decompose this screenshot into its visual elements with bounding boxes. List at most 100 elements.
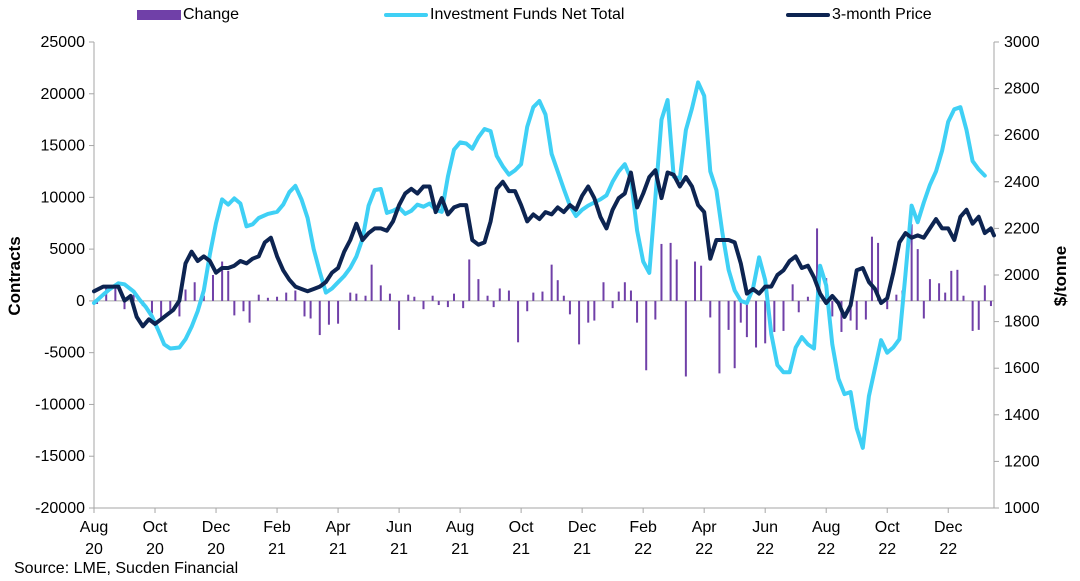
change-bar [233,300,236,316]
change-bar [123,300,126,310]
y-right-tick-label: 2400 [1004,174,1040,191]
x-tick-label-year: 21 [390,541,408,558]
x-tick-label-month: Apr [692,519,718,536]
y-axis-right-title: $/tonne [1051,246,1070,306]
change-bar [349,292,352,301]
x-tick-label-month: Apr [326,519,352,536]
tick-labels: 25000 20000 15000 10000 5000 0 -5000 -10000 -150… [35,34,1040,558]
x-tick-label-year: 20 [146,541,164,558]
change-bar [944,292,947,301]
change-bar [727,300,730,330]
change-bar [629,290,632,301]
change-bar [562,295,565,301]
change-bar [169,300,172,311]
change-bar [285,292,288,301]
change-bar [864,300,867,320]
change-bar [718,300,721,374]
change-bar [733,300,736,369]
change-bar [950,270,953,301]
change-bar [611,300,614,309]
change-bar [532,292,535,301]
legend-label-funds: Investment Funds Net Total [430,6,625,23]
y-right-tick-label: 3000 [1004,34,1040,51]
change-bar [193,282,196,301]
change-bar [831,300,834,317]
change-bar [398,300,401,330]
change-bar [709,300,712,318]
y-left-tick-label: -5000 [44,345,85,362]
x-tick-label-month: Aug [80,519,108,536]
change-bar [782,300,785,331]
y-left-tick-label: -15000 [35,448,85,465]
change-bar [556,280,559,301]
legend-label-change: Change [183,6,240,23]
x-tick-label-year: 21 [268,541,286,558]
x-tick-label-month: Oct [875,519,900,536]
change-bar [462,300,465,309]
y-left-tick-label: -10000 [35,396,85,413]
change-bar [773,300,776,332]
change-bar [202,295,205,301]
x-tick-label-month: Dec [568,519,596,536]
change-bar [855,300,858,330]
change-bar [962,295,965,301]
x-tick-label-month: Feb [629,519,657,536]
legend-item-change: Change [137,6,239,24]
change-bar [517,300,520,343]
change-bar [221,261,224,301]
x-tick-label-month: Oct [509,519,534,536]
change-bar [318,300,321,336]
change-bar [337,300,340,324]
x-tick-label-year: 21 [329,541,347,558]
change-bar [211,275,214,301]
x-tick-label-year: 21 [573,541,591,558]
change-bar [816,228,819,301]
change-bar [617,291,620,301]
source-note: Source: LME, Sucden Financial [14,560,239,577]
x-tick-label-year: 21 [451,541,469,558]
change-bar [739,300,742,323]
x-tick-label-year: 22 [817,541,835,558]
change-bar [840,300,843,332]
y-left-tick-label: 20000 [41,86,86,103]
change-bar [227,270,230,301]
change-bar [660,243,663,301]
change-bar [700,265,703,301]
change-bar [602,282,605,301]
x-tick-label-month: Jun [386,519,412,536]
change-bar [849,300,852,321]
change-bar [694,261,697,301]
change-bar [989,300,992,307]
change-bar [791,284,794,301]
change-bar [407,294,410,301]
change-bar [587,300,590,323]
change-bar [178,300,181,317]
axes [89,41,999,513]
change-bar [764,300,767,344]
change-bar [114,285,117,301]
y-right-tick-label: 1800 [1004,314,1040,331]
change-bar [983,285,986,301]
change-bar [745,300,748,338]
change-bar [636,300,639,323]
change-bar [492,300,495,308]
change-bar [578,300,581,345]
change-bar [257,294,260,301]
change-bar [568,300,571,315]
change-bar [806,296,809,301]
legend-swatch-price [786,13,830,17]
change-bar [413,296,416,301]
y-right-tick-label: 1200 [1004,453,1040,470]
change-bar [242,300,245,312]
series-lines [92,80,996,450]
change-bar [797,300,800,313]
x-tick-label-month: Aug [812,519,840,536]
x-tick-label-year: 22 [695,541,713,558]
change-bar [922,300,925,319]
x-tick-label-month: Dec [202,519,230,536]
change-bar [895,294,898,301]
legend-label-price: 3-month Price [832,6,932,23]
y-right-tick-label: 2800 [1004,81,1040,98]
change-bar [623,282,626,301]
